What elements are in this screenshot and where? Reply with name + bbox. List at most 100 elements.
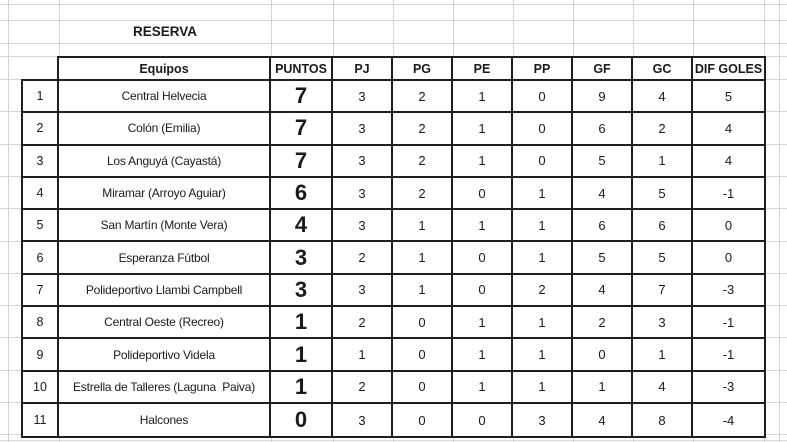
cell-gc-row-6[interactable]: 5: [633, 242, 693, 275]
cell-pg-row-10[interactable]: 0: [393, 371, 453, 404]
cell-pe-row-2[interactable]: 1: [453, 113, 513, 146]
col-header-gf[interactable]: GF: [573, 58, 633, 81]
cell-pe-row-5[interactable]: 1: [453, 210, 513, 243]
cell-puntos-row-11[interactable]: 0: [271, 403, 333, 437]
cell-pe-row-1[interactable]: 1: [453, 81, 513, 114]
cell-team-row-1[interactable]: Central Helvecia: [59, 81, 271, 114]
cell-gc-row-5[interactable]: 6: [633, 210, 693, 243]
cell-pj-row-1[interactable]: 3: [333, 81, 393, 114]
cell-pos-row-11[interactable]: 11: [23, 403, 57, 437]
cell-puntos-row-8[interactable]: 1: [271, 307, 333, 340]
cell-pp-row-7[interactable]: 2: [513, 274, 573, 308]
cell-puntos-row-6[interactable]: 3: [271, 242, 333, 275]
cell-pe-row-3[interactable]: 1: [453, 145, 513, 178]
cell-pos-row-5[interactable]: 5: [23, 210, 57, 243]
cell-gc-row-2[interactable]: 2: [633, 113, 693, 146]
cell-dif-row-11[interactable]: -4: [693, 403, 764, 437]
cell-pos-row-1[interactable]: 1: [23, 81, 57, 114]
cell-pos-row-4[interactable]: 4: [23, 177, 57, 211]
cell-pg-row-7[interactable]: 1: [393, 274, 453, 308]
cell-gf-row-1[interactable]: 9: [573, 81, 633, 114]
cell-gc-row-8[interactable]: 3: [633, 307, 693, 340]
cell-pg-row-2[interactable]: 2: [393, 113, 453, 146]
cell-pp-row-1[interactable]: 0: [513, 81, 573, 114]
cell-gc-row-11[interactable]: 8: [633, 403, 693, 437]
cell-pp-row-10[interactable]: 1: [513, 371, 573, 404]
cell-pos-row-7[interactable]: 7: [23, 274, 57, 308]
cell-pg-row-3[interactable]: 2: [393, 145, 453, 178]
cell-dif-row-6[interactable]: 0: [693, 242, 764, 275]
cell-team-row-4[interactable]: Miramar (Arroyo Aguiar): [59, 177, 271, 211]
cell-dif-row-2[interactable]: 4: [693, 113, 764, 146]
cell-dif-row-5[interactable]: 0: [693, 210, 764, 243]
cell-pos-row-9[interactable]: 9: [23, 339, 57, 372]
cell-gf-row-6[interactable]: 5: [573, 242, 633, 275]
cell-team-row-10[interactable]: Estrella de Talleres (Laguna Paiva): [59, 371, 271, 404]
cell-pj-row-7[interactable]: 3: [333, 274, 393, 308]
cell-dif-row-8[interactable]: -1: [693, 307, 764, 340]
cell-team-row-9[interactable]: Polideportivo Videla: [59, 339, 271, 372]
col-header-equipos[interactable]: Equipos: [59, 58, 271, 81]
cell-gf-row-8[interactable]: 2: [573, 307, 633, 340]
cell-pos-row-3[interactable]: 3: [23, 145, 57, 178]
cell-gf-row-7[interactable]: 4: [573, 274, 633, 308]
cell-pg-row-4[interactable]: 2: [393, 177, 453, 211]
cell-pp-row-9[interactable]: 1: [513, 339, 573, 372]
col-header-pg[interactable]: PG: [393, 58, 453, 81]
cell-puntos-row-4[interactable]: 6: [271, 177, 333, 211]
cell-gf-row-5[interactable]: 6: [573, 210, 633, 243]
cell-pp-row-11[interactable]: 3: [513, 403, 573, 437]
cell-gc-row-1[interactable]: 4: [633, 81, 693, 114]
cell-gc-row-4[interactable]: 5: [633, 177, 693, 211]
cell-team-row-3[interactable]: Los Anguyá (Cayastá): [59, 145, 271, 178]
cell-gf-row-4[interactable]: 4: [573, 177, 633, 211]
cell-pe-row-6[interactable]: 0: [453, 242, 513, 275]
cell-pg-row-6[interactable]: 1: [393, 242, 453, 275]
cell-gf-row-11[interactable]: 4: [573, 403, 633, 437]
cell-team-row-2[interactable]: Colón (Emilia): [59, 113, 271, 146]
cell-gf-row-3[interactable]: 5: [573, 145, 633, 178]
cell-pj-row-10[interactable]: 2: [333, 371, 393, 404]
cell-gc-row-3[interactable]: 1: [633, 145, 693, 178]
cell-pg-row-8[interactable]: 0: [393, 307, 453, 340]
cell-pos-row-8[interactable]: 8: [23, 307, 57, 340]
cell-pj-row-2[interactable]: 3: [333, 113, 393, 146]
cell-pg-row-1[interactable]: 2: [393, 81, 453, 114]
cell-pg-row-5[interactable]: 1: [393, 210, 453, 243]
cell-pj-row-4[interactable]: 3: [333, 177, 393, 211]
cell-pe-row-4[interactable]: 0: [453, 177, 513, 211]
cell-puntos-row-5[interactable]: 4: [271, 210, 333, 243]
cell-puntos-row-10[interactable]: 1: [271, 371, 333, 404]
cell-pp-row-2[interactable]: 0: [513, 113, 573, 146]
cell-pj-row-8[interactable]: 2: [333, 307, 393, 340]
cell-pp-row-8[interactable]: 1: [513, 307, 573, 340]
cell-gf-row-9[interactable]: 0: [573, 339, 633, 372]
cell-pos-row-6[interactable]: 6: [23, 242, 57, 275]
cell-dif-row-7[interactable]: -3: [693, 274, 764, 308]
sheet-title-cell[interactable]: RESERVA: [132, 24, 198, 39]
col-header-pe[interactable]: PE: [453, 58, 513, 81]
cell-pe-row-7[interactable]: 0: [453, 274, 513, 308]
cell-dif-row-9[interactable]: -1: [693, 339, 764, 372]
col-header-pp[interactable]: PP: [513, 58, 573, 81]
cell-team-row-8[interactable]: Central Oeste (Recreo): [59, 307, 271, 340]
cell-pj-row-11[interactable]: 3: [333, 403, 393, 437]
cell-gc-row-9[interactable]: 1: [633, 339, 693, 372]
cell-gc-row-10[interactable]: 4: [633, 371, 693, 404]
cell-team-row-6[interactable]: Esperanza Fútbol: [59, 242, 271, 275]
cell-pos-row-10[interactable]: 10: [23, 371, 57, 404]
cell-pj-row-5[interactable]: 3: [333, 210, 393, 243]
col-header-pj[interactable]: PJ: [333, 58, 393, 81]
cell-team-row-11[interactable]: Halcones: [59, 403, 271, 437]
cell-dif-row-1[interactable]: 5: [693, 81, 764, 114]
cell-dif-row-3[interactable]: 4: [693, 145, 764, 178]
cell-team-row-7[interactable]: Polideportivo Llambi Campbell: [59, 274, 271, 308]
cell-puntos-row-1[interactable]: 7: [271, 81, 333, 114]
cell-pe-row-11[interactable]: 0: [453, 403, 513, 437]
cell-pe-row-8[interactable]: 1: [453, 307, 513, 340]
cell-puntos-row-2[interactable]: 7: [271, 113, 333, 146]
cell-puntos-row-9[interactable]: 1: [271, 339, 333, 372]
cell-puntos-row-7[interactable]: 3: [271, 274, 333, 308]
cell-gf-row-10[interactable]: 1: [573, 371, 633, 404]
cell-pp-row-5[interactable]: 1: [513, 210, 573, 243]
